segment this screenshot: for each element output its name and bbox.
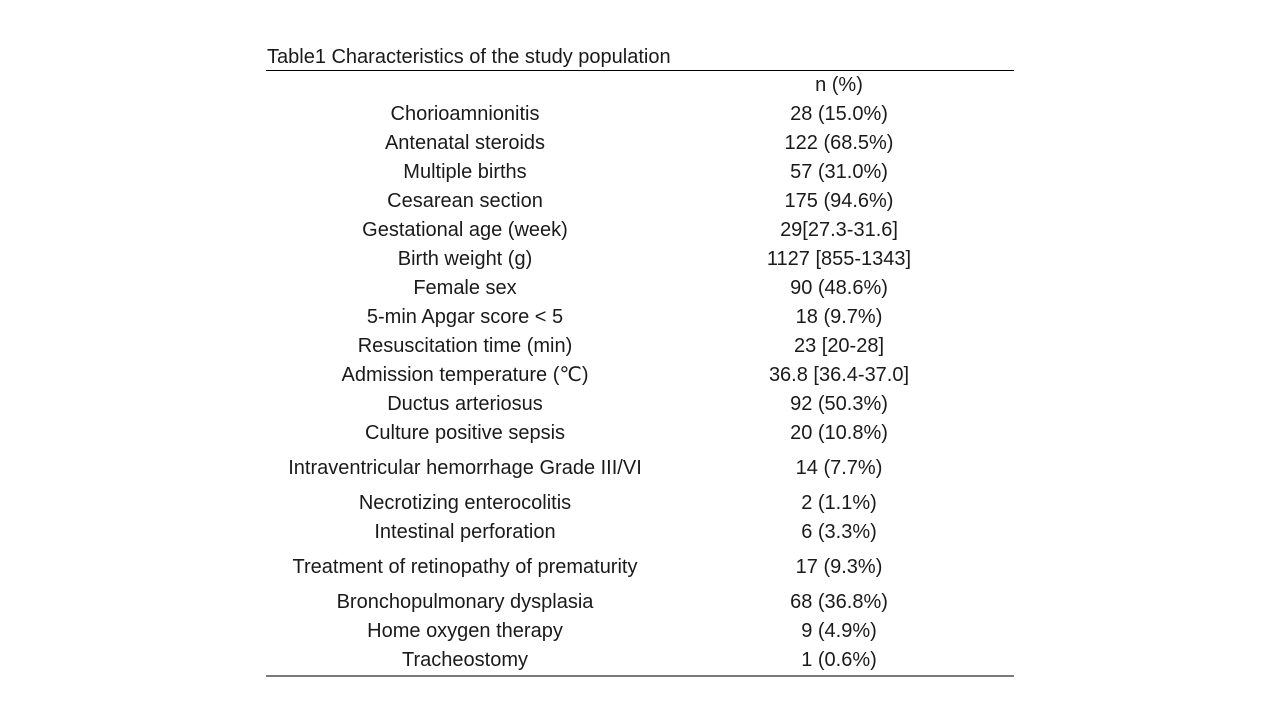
row-value: 90 (48.6%)	[790, 277, 888, 299]
table-row: Bronchopulmonary dysplasia 68 (36.8%)	[266, 588, 1014, 617]
row-value: 36.8 [36.4-37.0]	[768, 364, 910, 386]
row-label: Gestational age (week)	[362, 219, 568, 241]
row-label: Intraventricular hemorrhage Grade III/VI	[288, 457, 642, 479]
row-label: 5-min Apgar score < 5	[366, 306, 564, 328]
row-value: 23 [20-28]	[793, 335, 885, 357]
row-value: 2 (1.1%)	[801, 492, 877, 514]
row-label: Antenatal steroids	[384, 132, 546, 154]
table-row: Resuscitation time (min) 23 [20-28]	[266, 332, 1014, 361]
row-value: 57 (31.0%)	[790, 161, 888, 183]
row-value: 1127 [855-1343]	[766, 248, 912, 270]
table-row: Gestational age (week) 29[27.3-31.6]	[266, 216, 1014, 245]
row-label: Admission temperature (℃)	[341, 364, 589, 386]
row-value: 175 (94.6%)	[784, 190, 894, 212]
row-label: Female sex	[413, 277, 517, 299]
row-value: 14 (7.7%)	[795, 457, 883, 479]
table-body: n (%) Chorioamnionitis 28 (15.0%) Antena…	[266, 71, 1014, 677]
row-value: 18 (9.7%)	[795, 306, 883, 328]
table-row: Treatment of retinopathy of prematurity …	[266, 547, 1014, 588]
table-row: Chorioamnionitis 28 (15.0%)	[266, 100, 1014, 129]
row-label: Home oxygen therapy	[367, 620, 563, 642]
row-value: 9 (4.9%)	[801, 620, 877, 642]
table-row: Necrotizing enterocolitis 2 (1.1%)	[266, 489, 1014, 518]
table-row: Birth weight (g) 1127 [855-1343]	[266, 245, 1014, 274]
row-value: 1 (0.6%)	[801, 649, 877, 671]
row-label: Necrotizing enterocolitis	[358, 492, 572, 514]
row-value: 17 (9.3%)	[795, 556, 883, 578]
table-row: Home oxygen therapy 9 (4.9%)	[266, 617, 1014, 646]
row-value: 92 (50.3%)	[790, 393, 888, 415]
row-label: Intestinal perforation	[374, 521, 556, 543]
table-header-row: n (%)	[266, 71, 1014, 100]
table-row: Intraventricular hemorrhage Grade III/VI…	[266, 448, 1014, 489]
row-label: Birth weight (g)	[397, 248, 533, 270]
row-label: Culture positive sepsis	[364, 422, 566, 444]
table-row: Culture positive sepsis 20 (10.8%)	[266, 419, 1014, 448]
table-row: Intestinal perforation 6 (3.3%)	[266, 518, 1014, 547]
row-label: Bronchopulmonary dysplasia	[336, 591, 594, 613]
characteristics-table: Table1 Characteristics of the study popu…	[266, 44, 1014, 677]
row-label: Treatment of retinopathy of prematurity	[292, 556, 638, 578]
row-value: 6 (3.3%)	[801, 521, 877, 543]
table-caption: Table1 Characteristics of the study popu…	[266, 44, 1014, 71]
table-row: Ductus arteriosus 92 (50.3%)	[266, 390, 1014, 419]
row-label: Multiple births	[403, 161, 527, 183]
table-row: Multiple births 57 (31.0%)	[266, 158, 1014, 187]
row-label: Ductus arteriosus	[387, 393, 543, 415]
table-row: Cesarean section 175 (94.6%)	[266, 187, 1014, 216]
table-row: Admission temperature (℃) 36.8 [36.4-37.…	[266, 361, 1014, 390]
table-row: Female sex 90 (48.6%)	[266, 274, 1014, 303]
row-value: 28 (15.0%)	[790, 103, 888, 125]
row-value: 20 (10.8%)	[790, 422, 888, 444]
table-row: Antenatal steroids 122 (68.5%)	[266, 129, 1014, 158]
row-label: Chorioamnionitis	[390, 103, 540, 125]
row-value: 122 (68.5%)	[784, 132, 894, 154]
header-label-cell	[266, 71, 664, 100]
row-value: 29[27.3-31.6]	[780, 219, 898, 241]
row-label: Cesarean section	[387, 190, 543, 212]
table-row: 5-min Apgar score < 5 18 (9.7%)	[266, 303, 1014, 332]
row-label: Tracheostomy	[402, 649, 528, 671]
row-label: Resuscitation time (min)	[357, 335, 573, 357]
column-header-n-percent: n (%)	[815, 74, 863, 96]
table-row: Tracheostomy 1 (0.6%)	[266, 646, 1014, 675]
row-value: 68 (36.8%)	[790, 591, 888, 613]
